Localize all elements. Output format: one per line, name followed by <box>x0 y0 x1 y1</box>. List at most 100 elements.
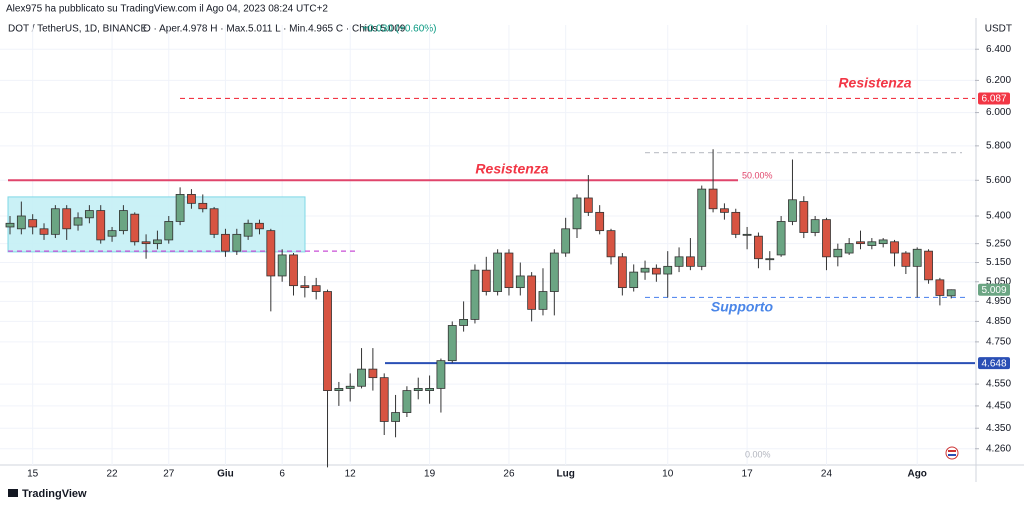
candle-body <box>368 368 378 379</box>
candle-body <box>697 188 707 267</box>
y-tick-label: 4.750 <box>986 337 1011 348</box>
candle-body <box>583 197 593 213</box>
candle-body <box>822 219 831 258</box>
candle-body <box>311 285 321 292</box>
candle-body <box>878 239 888 245</box>
candle-body <box>935 279 945 296</box>
candle-body <box>731 211 741 235</box>
fib-label: 0.00% <box>745 449 771 459</box>
candle-body <box>119 210 128 232</box>
candle-body <box>890 241 899 254</box>
y-tick-label: 5.800 <box>986 140 1011 151</box>
candle-body <box>538 291 548 310</box>
candle-body <box>357 368 366 387</box>
candle-body <box>153 239 162 245</box>
x-tick-label: 10 <box>662 469 674 480</box>
candle-body <box>277 254 287 277</box>
candle-body <box>912 248 922 267</box>
change-legend: +0.030 (+0.60%) <box>362 24 437 35</box>
candle-body <box>243 222 253 237</box>
logo <box>8 489 18 497</box>
unit-label: USDT <box>985 24 1012 35</box>
x-tick-label: 27 <box>163 469 175 480</box>
candle-body <box>391 412 400 422</box>
candle-body <box>572 197 582 230</box>
candle-body <box>107 230 117 237</box>
level-tag-bg <box>978 357 1010 370</box>
candle-body <box>436 360 446 389</box>
candle-body <box>345 385 355 389</box>
x-tick-label: Ago <box>907 469 926 480</box>
y-tick-label: 6.200 <box>986 75 1011 86</box>
y-tick-label: 5.250 <box>986 238 1011 249</box>
candle-body <box>413 388 423 391</box>
candle-body <box>164 221 174 241</box>
candle-body <box>266 230 276 277</box>
candle-body <box>856 241 865 245</box>
candle-body <box>844 243 854 254</box>
candle-body <box>867 241 877 246</box>
x-tick-label: 6 <box>279 469 285 480</box>
annotation: Resistenza <box>475 161 548 177</box>
candle-body <box>640 267 650 273</box>
candle-body <box>402 390 412 413</box>
y-tick-label: 4.260 <box>986 443 1011 454</box>
candle-body <box>720 208 729 213</box>
y-tick-label: 5.050 <box>986 276 1011 287</box>
candle-body <box>84 210 94 219</box>
x-tick-label: 19 <box>424 469 436 480</box>
candle-body <box>175 194 185 222</box>
candle-body <box>595 211 605 232</box>
y-tick-label: 6.000 <box>986 107 1011 118</box>
candle-body <box>96 210 106 241</box>
candle-body <box>742 233 752 236</box>
candle-body <box>255 222 264 230</box>
candle-body <box>561 228 571 254</box>
candle-body <box>810 219 820 233</box>
flag-icon <box>945 446 959 460</box>
candle-body <box>334 388 344 391</box>
candle-body <box>28 219 38 228</box>
candle-body <box>527 275 537 310</box>
candle-body <box>470 269 480 320</box>
candle-body <box>674 256 684 267</box>
candle-body <box>549 252 559 292</box>
candles <box>5 149 956 468</box>
candle-body <box>198 202 208 210</box>
candle-body <box>708 188 718 210</box>
x-tick-label: 12 <box>345 469 357 480</box>
candle-body <box>504 252 514 289</box>
candle-body <box>776 221 786 256</box>
candle-body <box>300 285 310 289</box>
candle-body <box>754 235 763 260</box>
y-tick-label: 4.550 <box>986 379 1011 390</box>
candle-body <box>765 258 775 261</box>
last-price-tag-bg <box>978 283 1010 296</box>
candle-body <box>50 208 60 235</box>
ohlc-legend: O · Aper.4.978 H · Max.5.011 L · Min.4.9… <box>143 24 406 35</box>
annotation: Supporto <box>711 299 774 315</box>
fib-label: 50.00% <box>742 170 773 180</box>
candle-body <box>16 215 26 230</box>
candle-body <box>221 233 230 252</box>
x-tick-label: 15 <box>27 469 39 480</box>
candle-body <box>459 319 469 326</box>
candle-body <box>130 213 140 243</box>
candle-body <box>515 275 525 289</box>
x-tick-label: 17 <box>742 469 754 480</box>
candle-body <box>946 289 956 297</box>
x-tick-label: 24 <box>821 469 833 480</box>
y-tick-label: 6.400 <box>986 44 1011 55</box>
candle-body <box>5 222 15 228</box>
candle-body <box>379 377 389 422</box>
candle-body <box>651 267 661 275</box>
candle-body <box>924 250 933 281</box>
level-tag-bg <box>978 92 1010 105</box>
candle-body <box>617 256 627 289</box>
candle-body <box>481 269 491 292</box>
x-tick-label: 26 <box>503 469 515 480</box>
y-tick-label: 5.150 <box>986 257 1011 268</box>
level-tag: 4.648 <box>981 358 1006 369</box>
candle-body <box>209 208 219 235</box>
